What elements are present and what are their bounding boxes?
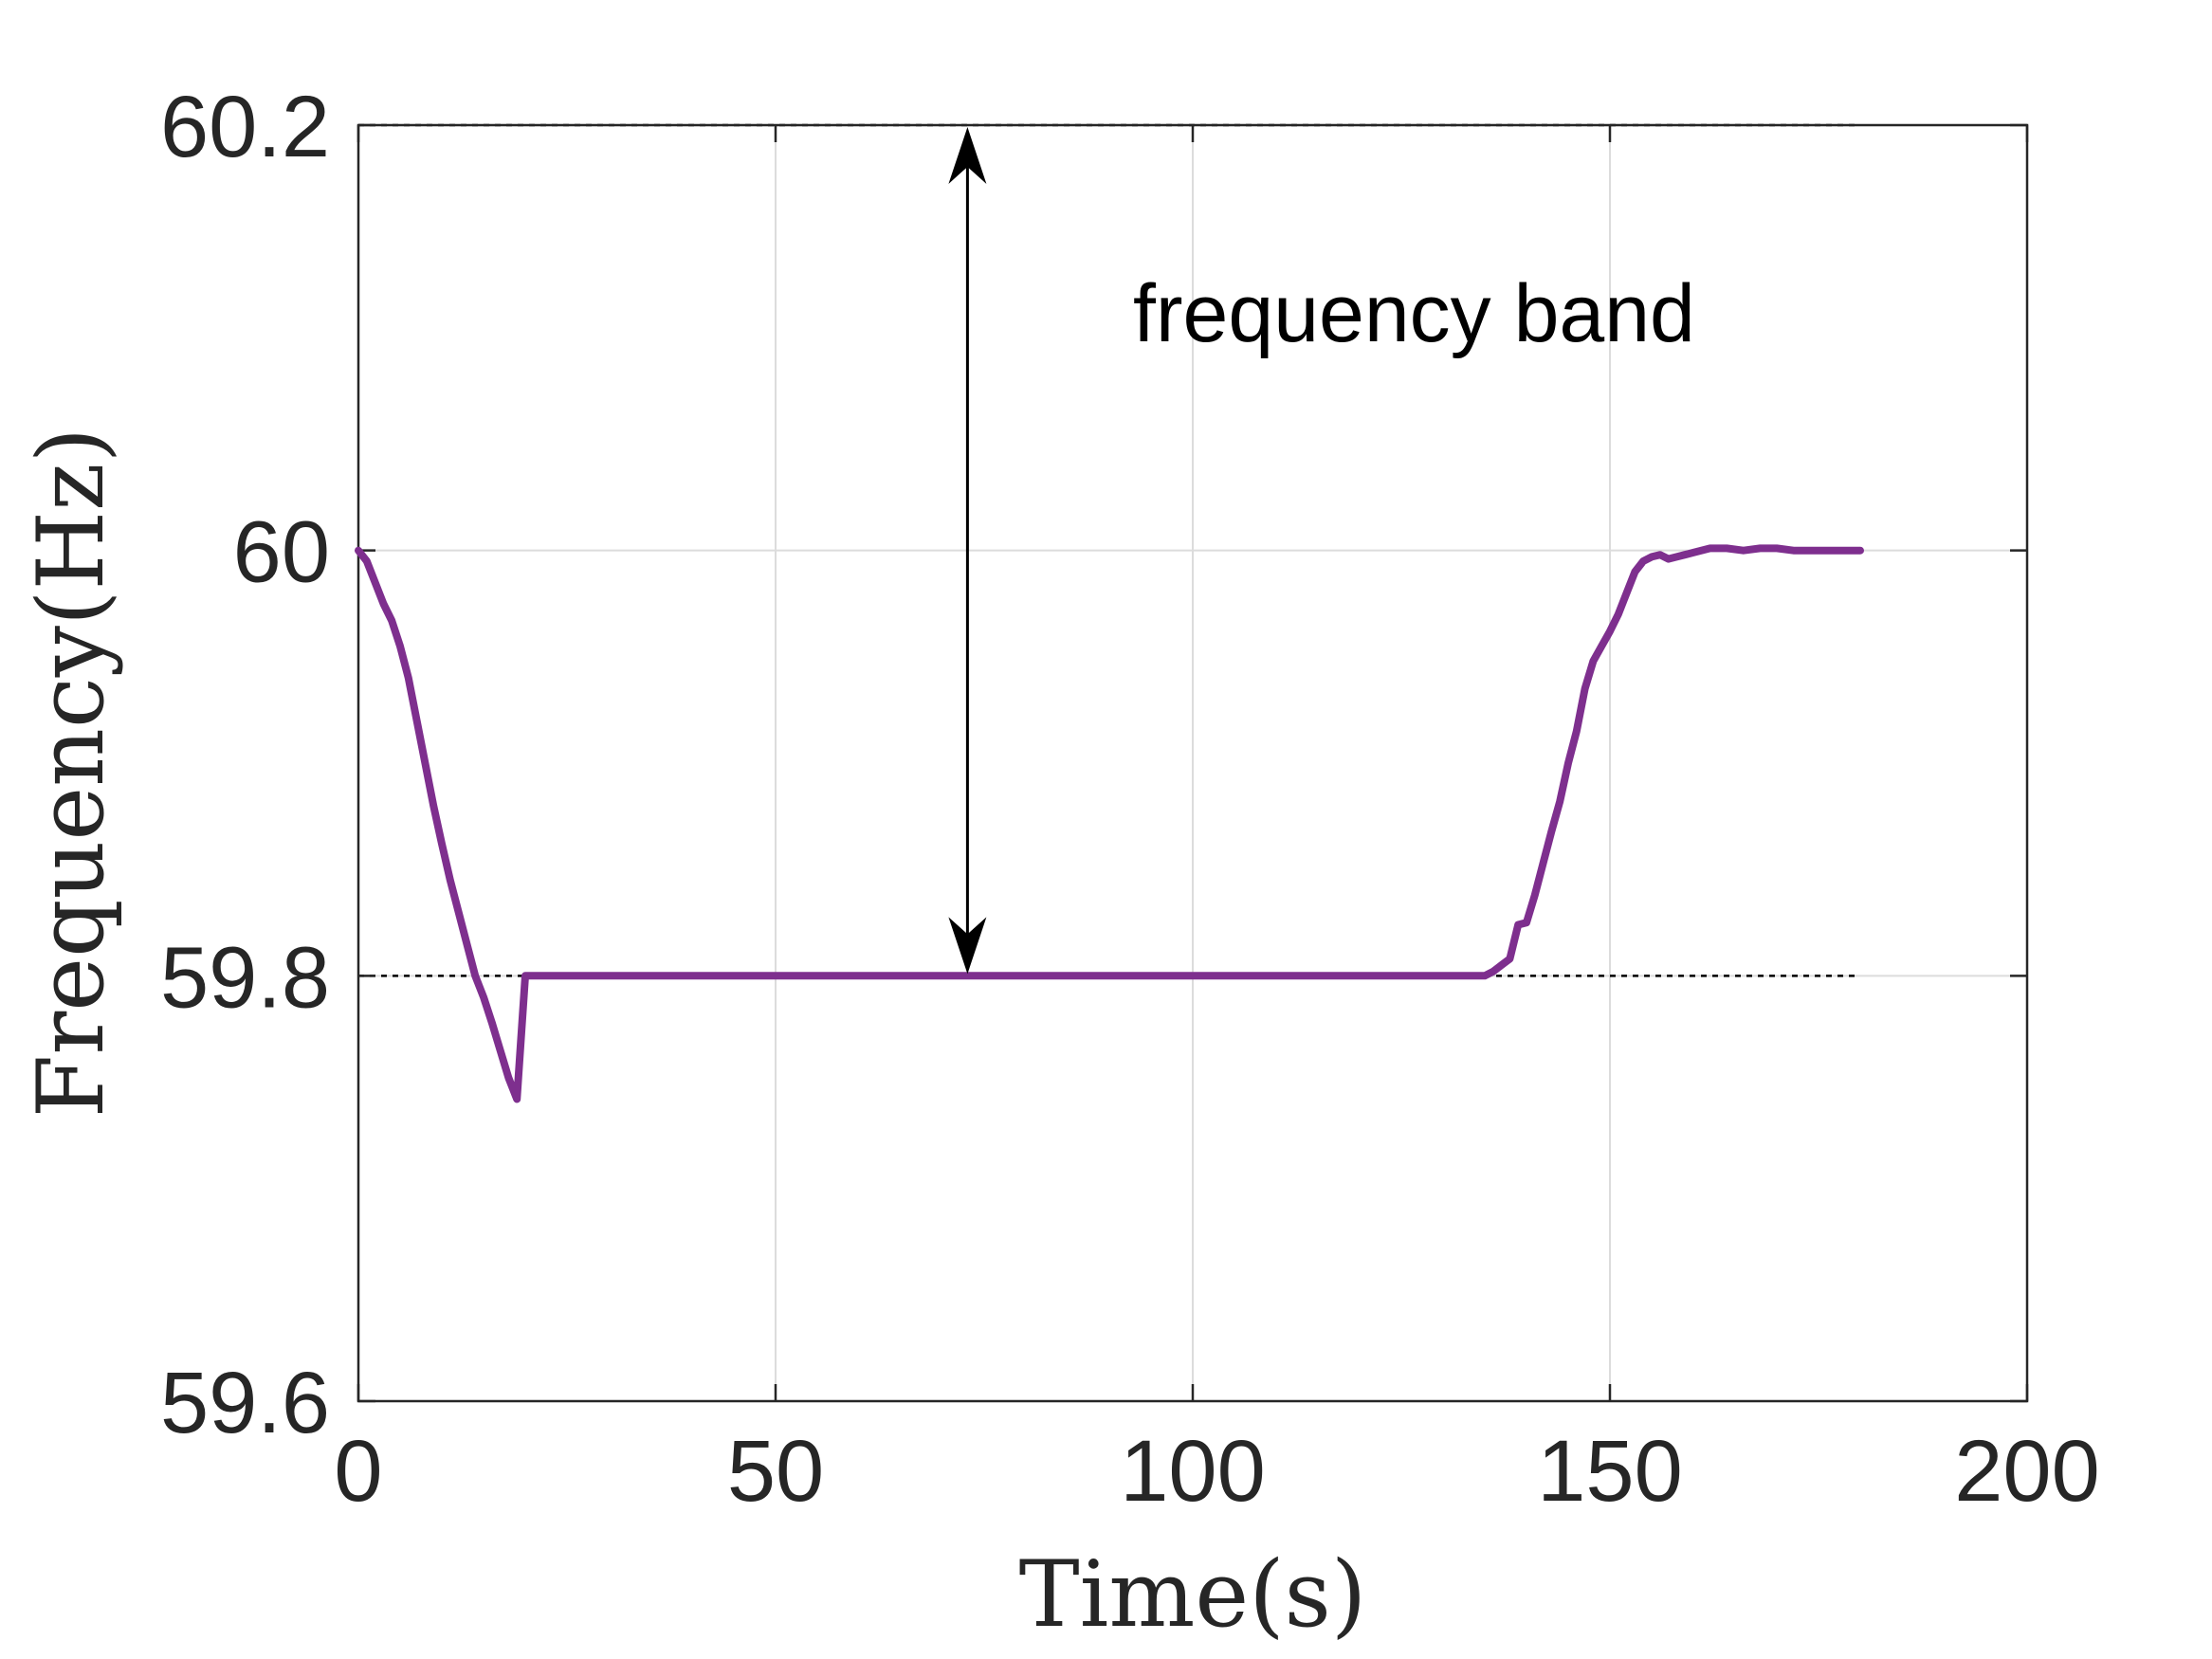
y-tick-label-2: 60 bbox=[233, 504, 330, 601]
axis-ticks: 0 50 100 150 200 59.6 59.8 60 60.2 bbox=[160, 79, 2100, 1520]
y-axis-label: Frequency(Hz) bbox=[18, 428, 124, 1118]
y-tick-label-3: 60.2 bbox=[160, 79, 330, 175]
annotation-arrowhead-down bbox=[948, 917, 987, 975]
y-tick-label-1: 59.8 bbox=[160, 929, 330, 1026]
annotation-text: frequency band bbox=[1133, 268, 1695, 359]
x-tick-label-4: 200 bbox=[1954, 1423, 2100, 1520]
x-axis-label: Time(s) bbox=[1019, 1541, 1367, 1648]
data-series bbox=[355, 544, 1864, 1103]
x-tick-label-0: 0 bbox=[334, 1423, 382, 1520]
x-tick-label-2: 100 bbox=[1120, 1423, 1266, 1520]
x-tick-label-3: 150 bbox=[1537, 1423, 1683, 1520]
series-line-0 bbox=[355, 544, 1864, 1103]
annotation-arrowhead-up bbox=[948, 127, 987, 184]
y-tick-label-0: 59.6 bbox=[160, 1355, 330, 1451]
x-tick-label-1: 50 bbox=[727, 1423, 824, 1520]
frequency-band-annotation: frequency band bbox=[948, 127, 1695, 975]
